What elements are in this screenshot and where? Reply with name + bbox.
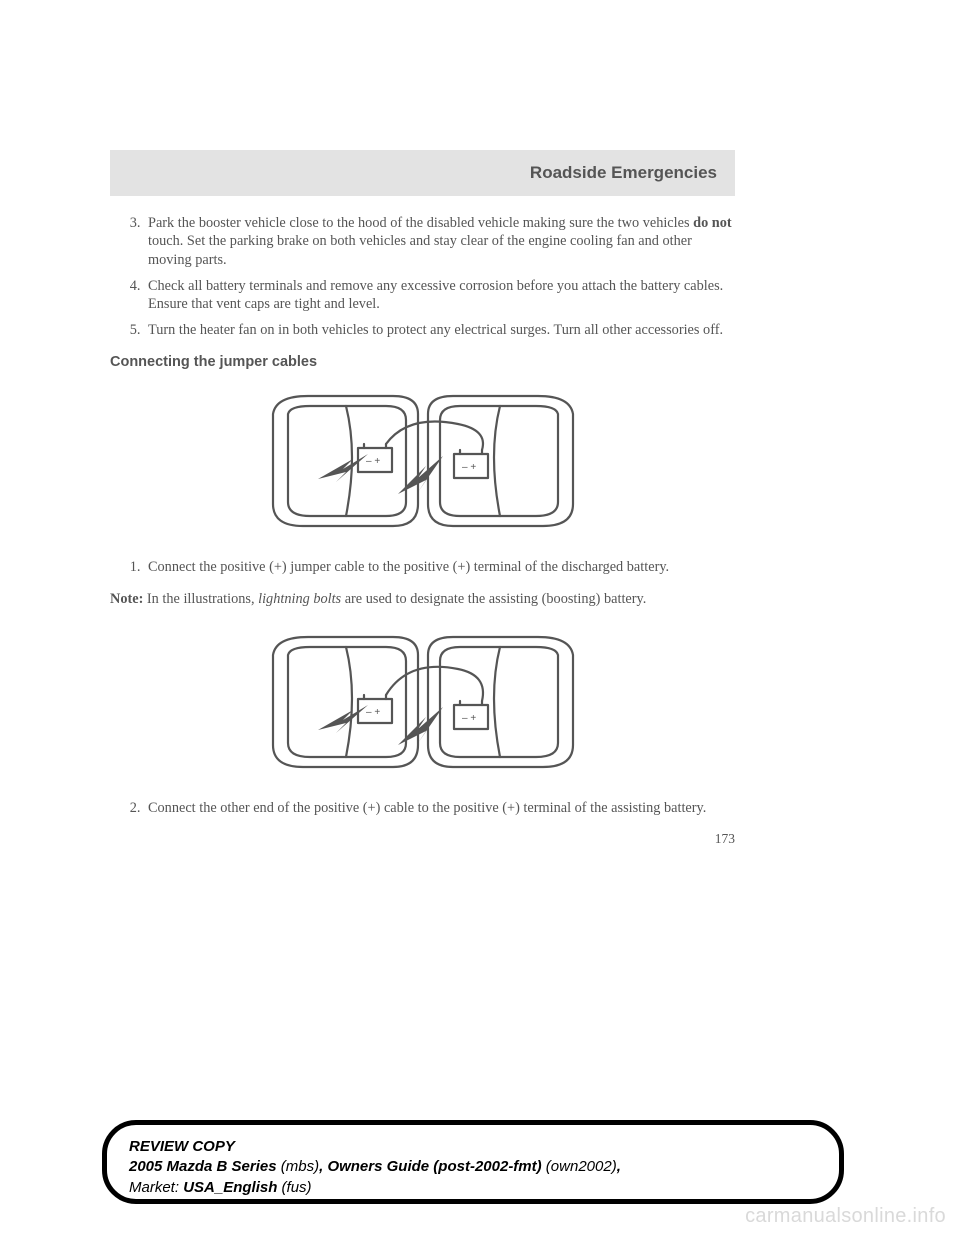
watermark: carmanualsonline.info <box>745 1205 946 1228</box>
battery-minus-icon: – + <box>462 462 476 473</box>
footer-text: (mbs) <box>277 1158 320 1175</box>
subheading: Connecting the jumper cables <box>110 354 735 370</box>
jumper-diagram-2: – + – + <box>258 625 588 785</box>
section-header-title: Roadside Emergencies <box>530 163 717 183</box>
list-item: Connect the other end of the positive (+… <box>144 799 735 817</box>
step-text: Check all battery terminals and remove a… <box>148 278 723 312</box>
footer-text: (fus) <box>277 1179 311 1196</box>
footer-text: (own2002) <box>542 1158 617 1175</box>
step-text: Connect the positive (+) jumper cable to… <box>148 559 669 575</box>
list-item: Connect the positive (+) jumper cable to… <box>144 558 735 576</box>
step-text: touch. Set the parking brake on both veh… <box>148 233 692 267</box>
note-text: are used to designate the assisting (boo… <box>341 591 646 607</box>
step-text: Park the booster vehicle close to the ho… <box>148 215 693 231</box>
footer-line1: REVIEW COPY <box>129 1138 235 1155</box>
footer-text: Owners Guide (post-2002-fmt) <box>327 1158 541 1175</box>
battery-minus-icon: – + <box>366 707 380 718</box>
step-bold: do not <box>693 215 732 231</box>
footer-text: Market: <box>129 1179 183 1196</box>
steps-list-c: Connect the other end of the positive (+… <box>110 799 735 817</box>
section-header-bar: Roadside Emergencies <box>110 150 735 196</box>
footer-text: , <box>617 1158 621 1175</box>
page-number: 173 <box>110 831 735 847</box>
jumper-diagram-1: – + – + <box>258 384 588 544</box>
note-label: Note: <box>110 591 143 607</box>
footer-text: 2005 Mazda B Series <box>129 1158 277 1175</box>
footer-text: USA_English <box>183 1179 277 1196</box>
battery-minus-icon: – + <box>462 713 476 724</box>
note-italic: lightning bolts <box>258 591 341 607</box>
footer-box: REVIEW COPY 2005 Mazda B Series (mbs), O… <box>102 1120 844 1204</box>
page-content: Roadside Emergencies Park the booster ve… <box>110 150 735 847</box>
step-text: Turn the heater fan on in both vehicles … <box>148 322 723 338</box>
note-text: In the illustrations, <box>143 591 258 607</box>
battery-minus-icon: – + <box>366 456 380 467</box>
step-text: Connect the other end of the positive (+… <box>148 800 706 816</box>
list-item: Park the booster vehicle close to the ho… <box>144 214 735 269</box>
list-item: Turn the heater fan on in both vehicles … <box>144 321 735 339</box>
steps-list-b: Connect the positive (+) jumper cable to… <box>110 558 735 576</box>
list-item: Check all battery terminals and remove a… <box>144 277 735 314</box>
note-paragraph: Note: In the illustrations, lightning bo… <box>110 590 735 609</box>
steps-list-a: Park the booster vehicle close to the ho… <box>110 214 735 340</box>
